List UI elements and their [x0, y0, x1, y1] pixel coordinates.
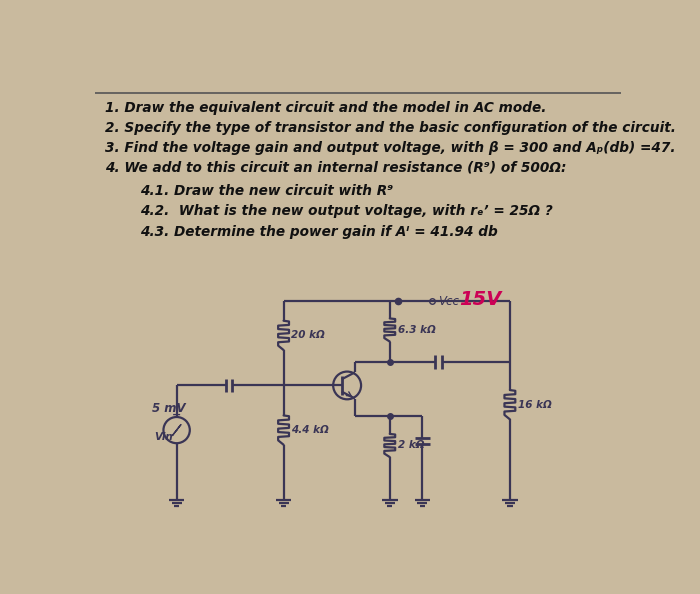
- Text: 2 kΩ: 2 kΩ: [398, 441, 424, 450]
- Text: 16 kΩ: 16 kΩ: [517, 400, 552, 410]
- Text: 4.4 kΩ: 4.4 kΩ: [291, 425, 329, 435]
- Text: 4. We add to this circuit an internal resistance (R⁹) of 500Ω:: 4. We add to this circuit an internal re…: [104, 160, 566, 175]
- Text: +: +: [172, 410, 181, 420]
- Text: Vcc: Vcc: [438, 295, 458, 308]
- Text: 20 kΩ: 20 kΩ: [291, 330, 326, 340]
- Text: 4.1. Draw the new circuit with R⁹: 4.1. Draw the new circuit with R⁹: [140, 185, 393, 198]
- Text: 5 mV: 5 mV: [152, 402, 186, 415]
- Text: Vin: Vin: [154, 432, 173, 442]
- Text: 2. Specify the type of transistor and the basic configuration of the circuit.: 2. Specify the type of transistor and th…: [104, 121, 675, 135]
- Text: 15V: 15V: [459, 290, 502, 309]
- Text: 1. Draw the equivalent circuit and the model in AC mode.: 1. Draw the equivalent circuit and the m…: [104, 100, 546, 115]
- Text: 4.2.  What is the new output voltage, with rₑ’ = 25Ω ?: 4.2. What is the new output voltage, wit…: [140, 204, 553, 219]
- Text: 3. Find the voltage gain and output voltage, with β = 300 and Aₚ(db) =47.: 3. Find the voltage gain and output volt…: [104, 141, 675, 154]
- Text: 6.3 kΩ: 6.3 kΩ: [398, 325, 435, 335]
- Text: 4.3. Determine the power gain if Aᴵ = 41.94 db: 4.3. Determine the power gain if Aᴵ = 41…: [140, 225, 498, 239]
